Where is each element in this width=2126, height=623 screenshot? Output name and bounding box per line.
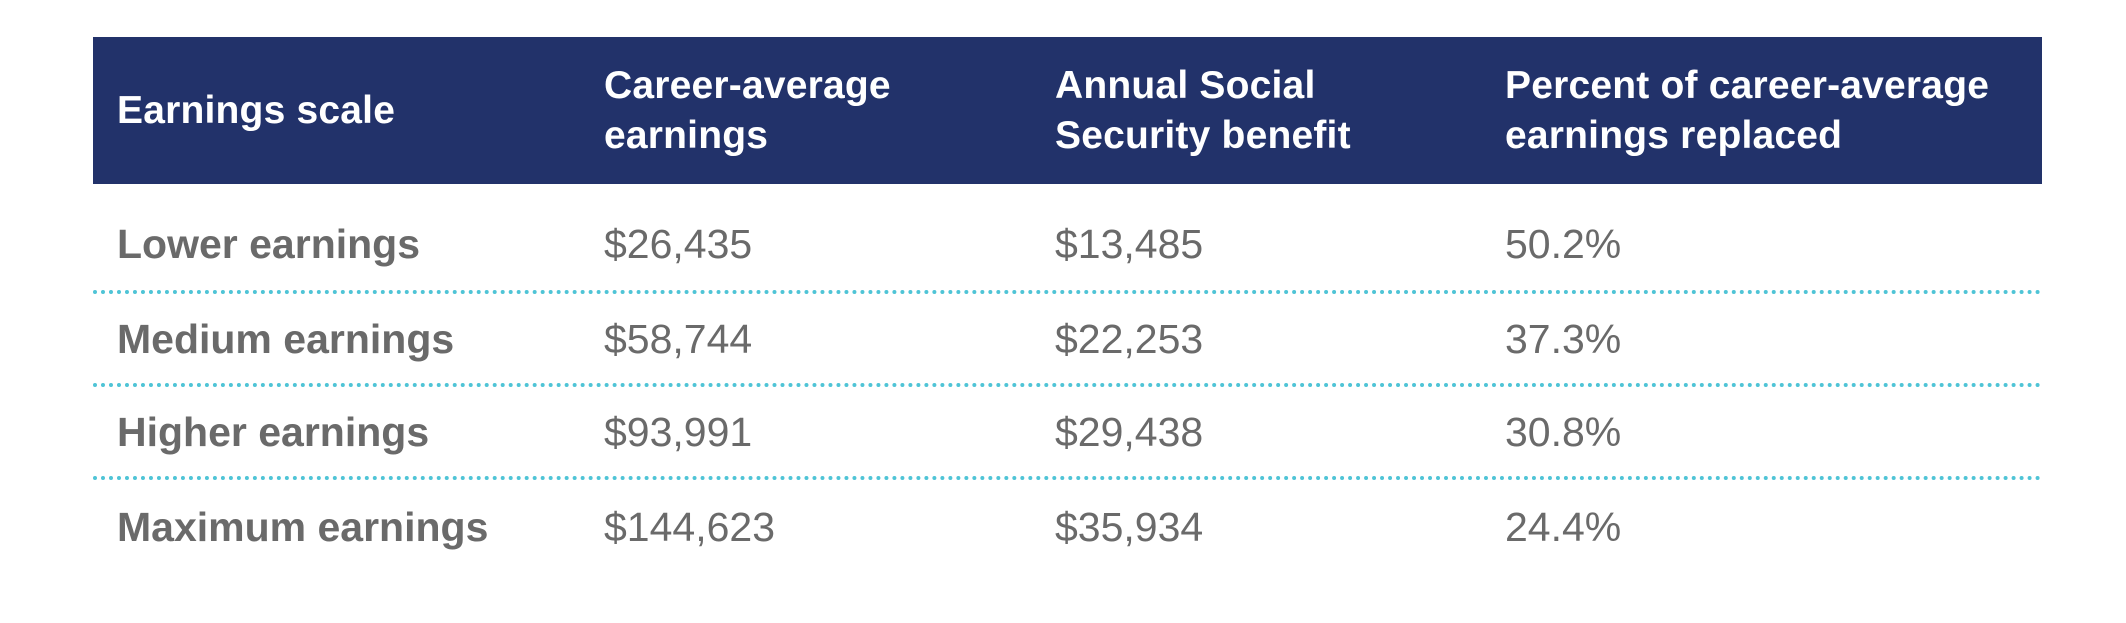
header-career-average-line-1: Career-average: [604, 63, 891, 107]
row-career-average: $93,991: [604, 408, 753, 455]
row-annual-benefit: $22,253: [1055, 315, 1204, 362]
header-annual-benefit: Annual Social Security benefit: [1031, 61, 1481, 161]
header-annual-benefit-line-1: Annual Social: [1055, 63, 1316, 107]
row-career-average: $144,623: [604, 503, 776, 550]
row-career-average: $26,435: [604, 221, 753, 267]
earnings-table: Earnings scale Career-average earnings A…: [93, 37, 2042, 573]
header-career-average-earnings: Career-average earnings: [580, 61, 1031, 161]
row-annual-benefit: $29,438: [1055, 408, 1204, 455]
row-earnings-scale: Higher earnings: [117, 408, 430, 455]
header-earnings-scale: Earnings scale: [93, 86, 580, 136]
header-career-average-line-2: earnings: [604, 113, 769, 157]
row-earnings-scale: Maximum earnings: [117, 503, 489, 550]
table-row: Maximum earnings $144,623 $35,934 24.4%: [93, 480, 2042, 573]
row-percent-replaced: 37.3%: [1505, 315, 1622, 362]
row-annual-benefit: $13,485: [1055, 221, 1204, 267]
row-earnings-scale: Medium earnings: [117, 315, 455, 362]
header-percent-replaced-line-2: earnings replaced: [1505, 113, 1843, 157]
header-percent-replaced-line-1: Percent of career-average: [1505, 63, 1990, 107]
row-career-average: $58,744: [604, 315, 753, 362]
header-earnings-scale-line-1: Earnings scale: [117, 88, 396, 132]
header-annual-benefit-line-2: Security benefit: [1055, 113, 1351, 157]
row-percent-replaced: 50.2%: [1505, 221, 1622, 267]
row-percent-replaced: 24.4%: [1505, 503, 1622, 550]
row-earnings-scale: Lower earnings: [117, 221, 421, 267]
table-row: Higher earnings $93,991 $29,438 30.8%: [93, 387, 2042, 480]
table-header-row: Earnings scale Career-average earnings A…: [93, 37, 2042, 184]
row-annual-benefit: $35,934: [1055, 503, 1204, 550]
table-row: Lower earnings $26,435 $13,485 50.2%: [93, 184, 2042, 294]
table-row: Medium earnings $58,744 $22,253 37.3%: [93, 294, 2042, 387]
header-percent-replaced: Percent of career-average earnings repla…: [1481, 61, 2042, 161]
row-percent-replaced: 30.8%: [1505, 408, 1622, 455]
